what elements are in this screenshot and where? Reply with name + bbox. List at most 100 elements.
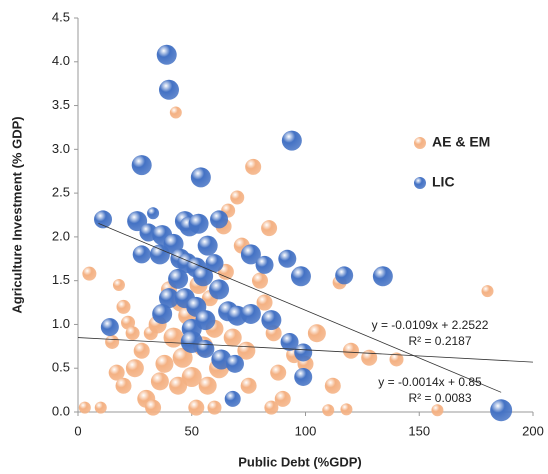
legend-label: LIC xyxy=(432,174,455,190)
y-tick-label: 2.0 xyxy=(52,228,70,243)
bubble xyxy=(207,400,222,415)
bubble xyxy=(281,130,302,151)
legend-label: AE & EM xyxy=(432,134,490,150)
bubble xyxy=(188,399,205,416)
bubble xyxy=(278,249,297,268)
bubble xyxy=(225,354,244,373)
y-tick-label: 1.0 xyxy=(52,316,70,331)
trendline xyxy=(98,223,502,393)
bubble xyxy=(274,390,291,407)
bubble xyxy=(322,404,335,417)
trendline xyxy=(77,337,534,363)
bubble xyxy=(156,44,177,65)
x-axis-title: Public Debt (%GDP) xyxy=(238,454,362,469)
bubble xyxy=(168,268,189,289)
bubble xyxy=(198,376,217,395)
bubble xyxy=(82,266,97,281)
bubble xyxy=(431,404,444,417)
bubble xyxy=(149,244,170,265)
bubble xyxy=(131,155,152,176)
bubble xyxy=(78,401,91,414)
legend-marker xyxy=(414,137,426,149)
bubble xyxy=(132,245,151,264)
bubble xyxy=(127,211,148,232)
bubble xyxy=(280,332,299,351)
bubble xyxy=(340,403,353,416)
bubble xyxy=(240,244,261,265)
bubble xyxy=(372,266,393,287)
trendline-equation: y = -0.0109x + 2.2522 xyxy=(372,318,489,332)
bubble xyxy=(481,285,494,298)
bubble xyxy=(116,299,131,314)
bubble xyxy=(294,367,313,386)
bubble xyxy=(172,347,193,368)
bubble xyxy=(197,235,218,256)
bubble xyxy=(94,210,113,229)
bubble xyxy=(105,334,120,349)
x-tick-label: 150 xyxy=(408,423,430,438)
x-tick-label: 50 xyxy=(185,423,199,438)
x-tick-label: 200 xyxy=(522,423,544,438)
bubble xyxy=(163,233,184,254)
x-tick-label: 0 xyxy=(74,423,81,438)
bubble xyxy=(147,207,160,220)
bubble xyxy=(209,279,230,300)
bubble xyxy=(270,364,287,381)
bubble xyxy=(152,303,173,324)
bubble xyxy=(240,377,257,394)
y-tick-label: 4.5 xyxy=(52,9,70,24)
y-tick-label: 0.5 xyxy=(52,360,70,375)
bubble xyxy=(240,303,261,324)
trendline-equation: y = -0.0014x + 0.85 xyxy=(378,375,482,389)
x-tick-label: 100 xyxy=(295,423,317,438)
bubble xyxy=(343,342,359,359)
bubble xyxy=(155,354,174,373)
bubble xyxy=(389,352,404,367)
legend-marker xyxy=(414,177,426,189)
bubble xyxy=(245,158,262,175)
bubble xyxy=(145,399,162,416)
bubble xyxy=(188,213,209,234)
bubble xyxy=(159,288,179,309)
bubble xyxy=(115,377,132,394)
bubble xyxy=(230,190,245,205)
bubble xyxy=(256,294,273,311)
bubble xyxy=(294,343,313,362)
bubble xyxy=(181,366,202,387)
bubble xyxy=(159,79,179,100)
bubble xyxy=(108,364,125,381)
bubble xyxy=(261,310,282,331)
bubble xyxy=(264,400,279,415)
bubble xyxy=(261,220,278,237)
bubble xyxy=(150,372,169,391)
bubble xyxy=(190,167,211,188)
bubble xyxy=(307,324,326,343)
y-axis-title: Agriculture Investment (% GDP) xyxy=(9,116,24,313)
bubble xyxy=(490,399,513,422)
y-tick-label: 3.5 xyxy=(52,97,70,112)
bubble xyxy=(169,376,188,395)
bubble xyxy=(94,401,107,414)
bubble xyxy=(252,272,268,289)
bubble xyxy=(125,359,144,378)
bubble xyxy=(223,328,242,347)
bubble xyxy=(121,315,136,330)
bubble xyxy=(196,339,215,358)
bubble xyxy=(290,266,311,287)
bubble xyxy=(193,266,214,287)
bubble xyxy=(133,342,150,359)
y-tick-label: 4.0 xyxy=(52,53,70,68)
bubble xyxy=(210,210,229,229)
bubble xyxy=(125,326,140,341)
y-tick-label: 3.0 xyxy=(52,141,70,156)
bubble xyxy=(112,279,125,292)
trendline-r2: R² = 0.2187 xyxy=(408,334,471,348)
bubble xyxy=(255,255,274,274)
bubble xyxy=(163,327,184,348)
bubble xyxy=(224,390,241,407)
bubble xyxy=(324,377,341,394)
trendline-r2: R² = 0.0083 xyxy=(408,391,471,405)
y-tick-label: 1.5 xyxy=(52,272,70,287)
bubble xyxy=(100,318,119,337)
